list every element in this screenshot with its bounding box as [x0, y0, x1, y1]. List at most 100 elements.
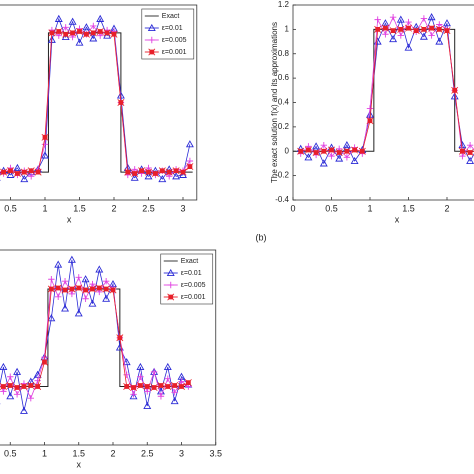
marker [389, 34, 398, 43]
marker [138, 167, 146, 175]
marker [170, 396, 179, 405]
marker [397, 32, 404, 39]
marker [335, 154, 344, 162]
y-tick-label: -0.2 [275, 171, 289, 180]
marker [145, 168, 152, 176]
marker [450, 92, 459, 100]
marker [47, 35, 56, 43]
marker [89, 29, 97, 37]
marker [328, 146, 335, 154]
y-tick-label: 0.6 [278, 73, 290, 82]
marker [443, 27, 451, 35]
marker [13, 163, 22, 171]
marker [123, 383, 131, 390]
marker [165, 168, 173, 176]
marker [164, 375, 171, 382]
marker [312, 148, 320, 156]
marker [54, 14, 63, 22]
marker [48, 276, 55, 283]
marker [102, 294, 111, 302]
marker [435, 37, 444, 45]
marker [27, 167, 35, 175]
marker [172, 167, 180, 175]
marker [389, 13, 397, 21]
marker [466, 141, 474, 149]
x-tick-label: 2 [111, 203, 116, 213]
marker [68, 17, 77, 25]
marker [143, 401, 152, 410]
marker [136, 362, 145, 371]
x-tick-label: 1.5 [402, 203, 415, 213]
marker [412, 27, 420, 35]
marker [186, 157, 194, 165]
marker [74, 309, 83, 317]
plot-frame [292, 4, 474, 201]
marker [466, 148, 474, 156]
x-tick-label: 1.5 [73, 203, 86, 213]
y-tick-label: 0.2 [278, 122, 290, 131]
x-tick-label: 0.5 [325, 203, 338, 213]
marker [366, 105, 374, 112]
marker [41, 133, 49, 141]
marker [41, 358, 48, 366]
marker [405, 18, 412, 26]
x-tick-label: 3.5 [209, 448, 222, 458]
marker [82, 295, 89, 302]
marker [151, 170, 159, 178]
marker [13, 170, 21, 178]
marker [95, 265, 104, 273]
marker [147, 23, 156, 32]
marker [419, 32, 428, 40]
x-axis-label: x [395, 214, 400, 224]
marker [68, 290, 76, 298]
series-line [300, 15, 474, 165]
panel: 0.5 1 1.5 2 2.5 3 3.5 x Exact ε=0.01 ε=0.005 ε=0.00… [0, 249, 222, 469]
marker [443, 19, 451, 27]
marker [396, 15, 405, 23]
marker [55, 293, 62, 300]
series-line [0, 17, 191, 180]
marker [13, 391, 21, 398]
marker [61, 32, 70, 41]
marker [343, 154, 351, 161]
x-tick-label: 0.5 [4, 448, 17, 458]
marker [68, 285, 76, 293]
y-tick-label: -0.4 [275, 195, 289, 204]
marker [117, 99, 125, 106]
marker [7, 167, 14, 175]
legend-label: ε=0.01 [181, 270, 202, 277]
x-tick-label: 3 [180, 203, 185, 213]
marker [0, 362, 8, 371]
marker [0, 168, 8, 176]
marker [61, 278, 69, 285]
marker [6, 382, 14, 390]
y-axis-label: The exact solution f(x) and its approxim… [270, 22, 279, 183]
marker [150, 368, 158, 376]
marker [62, 24, 69, 31]
marker [397, 25, 405, 33]
marker [320, 141, 327, 149]
marker [343, 147, 351, 155]
x-tick-label: 1 [42, 203, 47, 213]
marker [47, 314, 56, 322]
marker [320, 147, 328, 155]
legend-label: ε=0.001 [162, 49, 187, 56]
marker [297, 147, 305, 155]
marker [0, 388, 7, 395]
marker [96, 27, 104, 35]
marker [428, 32, 435, 39]
marker [81, 275, 90, 283]
marker [124, 168, 132, 176]
marker [88, 285, 96, 293]
marker [75, 284, 83, 292]
marker [428, 24, 436, 32]
marker [179, 170, 187, 178]
marker [122, 357, 131, 366]
marker [67, 255, 76, 263]
x-tick-label: 2 [444, 203, 449, 213]
marker [157, 382, 165, 390]
marker [466, 156, 474, 165]
marker [179, 168, 187, 176]
legend-label: ε=0.005 [162, 37, 187, 44]
